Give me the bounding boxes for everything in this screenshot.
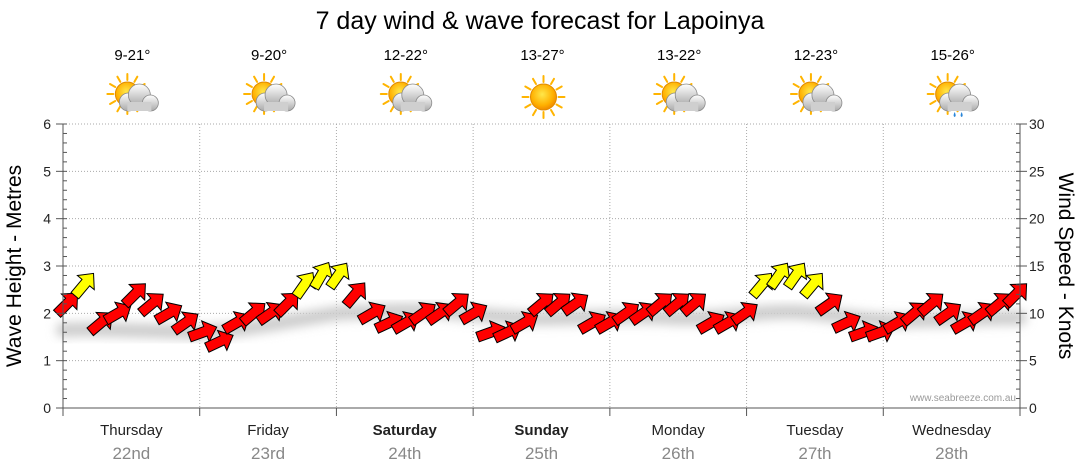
right-tick-label: 10 [1029,305,1045,321]
right-tick-label: 15 [1029,258,1045,274]
wind-arrow [1001,283,1028,309]
wind-arrow [309,261,333,291]
wind-arrow [799,272,824,300]
date-label: 27th [798,444,831,463]
x-axis-labels: Thursday 22nd Friday 23rd Saturday 24th Sunday… [100,422,992,463]
day-label: Friday [247,422,289,439]
date-label: 23rd [251,444,285,463]
date-label: 25th [525,444,558,463]
right-tick-label: 20 [1029,211,1045,227]
wind-arrow [814,292,843,317]
shower-icon [926,73,980,117]
right-tick-label: 0 [1029,400,1037,416]
right-tick-label: 30 [1029,116,1045,132]
partly-cloudy-icon [106,73,159,115]
wind-arrow [273,292,299,319]
wind-speed-series [52,261,1028,353]
wave-height-series [56,303,1027,340]
wind-arrow [442,292,469,318]
wind-arrow [831,310,861,334]
partly-cloudy-icon [243,73,296,115]
right-tick-label: 5 [1029,353,1037,369]
wind-arrow [765,262,791,291]
chart-title: 7 day wind & wave forecast for Lapoinya [316,7,765,35]
day-headers: 9-21° 9-20° 12-22° 13-27° 13-22° 12-23° 15-26° [106,47,980,119]
temperature-label: 13-27° [520,47,564,64]
temperature-label: 9-21° [114,47,150,64]
sunny-icon [521,75,566,119]
wind-arrow [70,272,95,300]
day-label: Monday [652,422,706,439]
wind-arrow [509,311,539,335]
temperature-label: 9-20° [251,47,287,64]
wind-arrow [916,292,944,318]
day-label: Saturday [373,422,438,439]
right-tick-label: 25 [1029,163,1045,179]
wind-arrow [170,311,199,336]
left-tick-label: 5 [43,163,51,179]
temperature-label: 12-23° [794,47,838,64]
day-label: Wednesday [912,422,991,439]
temperature-label: 12-22° [384,47,428,64]
temperature-label: 15-26° [930,47,974,64]
left-tick-label: 2 [43,305,51,321]
wind-arrow [102,301,132,326]
left-tick-label: 3 [43,258,51,274]
wind-arrow [679,292,707,318]
partly-cloudy-icon [789,73,843,115]
left-tick-label: 4 [43,211,51,227]
wind-arrow [325,262,350,291]
partly-cloudy-icon [653,73,706,115]
date-label: 26th [662,444,695,463]
left-tick-label: 6 [43,116,51,132]
chart-axes: 0 1 2 3 4 5 6 0 5 10 15 20 25 30 [43,116,1045,416]
left-axis-label: Wave Height - Metres [3,165,26,367]
wind-arrow [458,301,488,326]
date-label: 28th [935,444,968,463]
temperature-label: 13-22° [657,47,701,64]
wind-arrow [341,282,367,310]
partly-cloudy-icon [379,73,433,115]
left-tick-label: 1 [43,353,51,369]
wind-arrow [356,301,386,326]
date-label: 24th [388,444,421,463]
wind-arrow [120,283,146,309]
watermark: www.seabreeze.com.au [909,393,1016,404]
wind-arrow [153,301,183,326]
wind-arrow [782,262,808,291]
wave-height-line [56,303,1027,340]
wind-arrow [187,320,218,343]
wind-arrow [560,292,589,317]
right-axis-label: Wind Speed - Knots [1054,173,1077,360]
left-tick-label: 0 [43,400,51,416]
wind-arrow [204,329,234,353]
wind-arrow [137,292,164,318]
wind-arrow [933,301,962,327]
day-label: Sunday [514,422,569,439]
day-label: Tuesday [786,422,843,439]
wind-arrow [729,301,758,327]
day-label: Thursday [100,422,163,439]
date-label: 22nd [112,444,150,463]
chart-grid [63,123,1020,408]
